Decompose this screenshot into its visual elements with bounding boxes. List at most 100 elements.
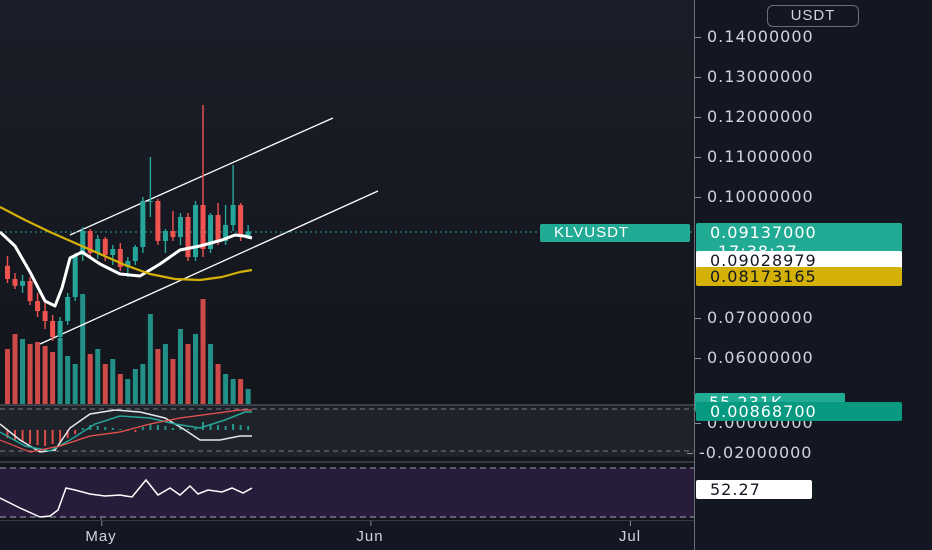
macd-histogram-bar [209, 424, 212, 430]
time-label-jul: Jul [618, 521, 642, 545]
volume-bar [50, 352, 56, 404]
candle-body [215, 215, 221, 241]
macd-histogram-bar [14, 430, 17, 440]
candle-body [110, 249, 116, 255]
candle-body [57, 321, 63, 337]
macd-slow-line [0, 409, 252, 453]
rsi-band [0, 468, 694, 518]
volume-bar [208, 344, 214, 404]
candle-body [147, 201, 153, 202]
volume-bar [200, 299, 206, 404]
volume-bar [42, 346, 48, 404]
currency-badge[interactable]: USDT [767, 5, 859, 27]
rsi-line [0, 478, 253, 518]
macd-histogram-bar [247, 426, 250, 430]
time-axis[interactable]: May Jun Jul [0, 520, 694, 550]
macd-histogram-bar [6, 430, 9, 438]
macd-histogram-bar [21, 430, 24, 442]
macd-histogram-bar [66, 430, 69, 438]
candle-body [87, 231, 93, 253]
macd-tick: -0.02000000 [686, 443, 813, 462]
candle-body [200, 205, 206, 249]
price-scale[interactable]: USDT 0.14000000 0.13000000 0.12000000 0.… [686, 0, 932, 550]
macd-histogram-bar [149, 424, 152, 430]
candle-body [125, 261, 131, 267]
volume-bar [5, 349, 10, 404]
candle-body [132, 247, 138, 261]
candle-body [238, 205, 244, 237]
volume-bar [110, 359, 116, 404]
macd-histogram-bar [36, 430, 39, 445]
candle-body [140, 201, 146, 247]
candle-body [80, 231, 86, 255]
volume-bar [102, 364, 108, 404]
macd-histogram-bar [186, 429, 189, 430]
candle-body [72, 255, 78, 297]
time-label-jun: Jun [356, 521, 384, 545]
macd-histogram-bar [171, 428, 174, 430]
price-tick: 0.06000000 [695, 348, 814, 367]
candle-body [185, 217, 191, 257]
candle-body [162, 231, 168, 241]
rsi-label: 52.27 [696, 480, 812, 499]
macd-histogram-bar [202, 422, 205, 430]
volume-bar [245, 389, 251, 404]
volume-bar [185, 344, 191, 404]
candle-body [35, 301, 41, 311]
macd-histogram-bar [194, 428, 197, 430]
volume-bar [155, 349, 161, 404]
candle-body [177, 217, 183, 237]
macd-histogram-bar [141, 427, 144, 430]
ma-fast-line [0, 230, 253, 308]
price-tick: 0.13000000 [695, 67, 814, 86]
ma-slow-label: 0.08173165 [696, 267, 902, 286]
candle-body [170, 231, 176, 237]
macd-histogram-bar [104, 427, 107, 430]
macd-histogram-bar [44, 430, 47, 446]
macd-histogram-bar [111, 428, 114, 430]
macd-histogram-bar [119, 429, 122, 430]
candle-body [208, 215, 214, 249]
volume-bar [215, 364, 221, 404]
volume-bar [193, 334, 198, 404]
channel-lower-line [39, 190, 379, 345]
candle-body [245, 231, 251, 237]
volume-bar [80, 294, 86, 404]
price-tick: 0.10000000 [695, 187, 814, 206]
macd-histogram-bar [224, 426, 227, 430]
candle-body [117, 249, 123, 267]
volume-bar [132, 369, 138, 404]
candlestick-chart[interactable] [0, 0, 694, 520]
macd-signal-line [0, 411, 252, 452]
volume-bar [177, 329, 183, 404]
volume-bar [57, 338, 63, 404]
candle-body [50, 321, 56, 337]
volume-bar [65, 356, 71, 404]
macd-histogram-bar [29, 430, 32, 444]
chart-area[interactable] [0, 0, 694, 520]
macd-histogram-bar [59, 430, 62, 442]
volume-bar [72, 364, 78, 404]
candle-body [102, 239, 108, 255]
volume-bar [95, 349, 101, 404]
candle-body [95, 239, 101, 253]
macd-label: 0.00868700 [696, 402, 902, 421]
volume-bar [223, 374, 229, 404]
price-tick: 0.14000000 [695, 27, 814, 46]
volume-bar [147, 314, 153, 404]
volume-bar [87, 354, 93, 404]
macd-histogram-bar [156, 425, 159, 430]
macd-histogram-bar [164, 426, 167, 430]
macd-histogram-bar [134, 430, 137, 432]
macd-histogram-bar [232, 424, 235, 430]
volume-bar [230, 379, 236, 404]
volume-bar [125, 379, 131, 404]
macd-histogram-bar [96, 426, 99, 430]
macd-histogram-bar [239, 425, 242, 430]
candle-body [42, 311, 48, 321]
macd-histogram-bar [74, 430, 77, 434]
volume-bar [117, 374, 123, 404]
macd-histogram-bar [81, 428, 84, 430]
candle-body [193, 205, 198, 257]
price-tick: 0.07000000 [695, 308, 814, 327]
